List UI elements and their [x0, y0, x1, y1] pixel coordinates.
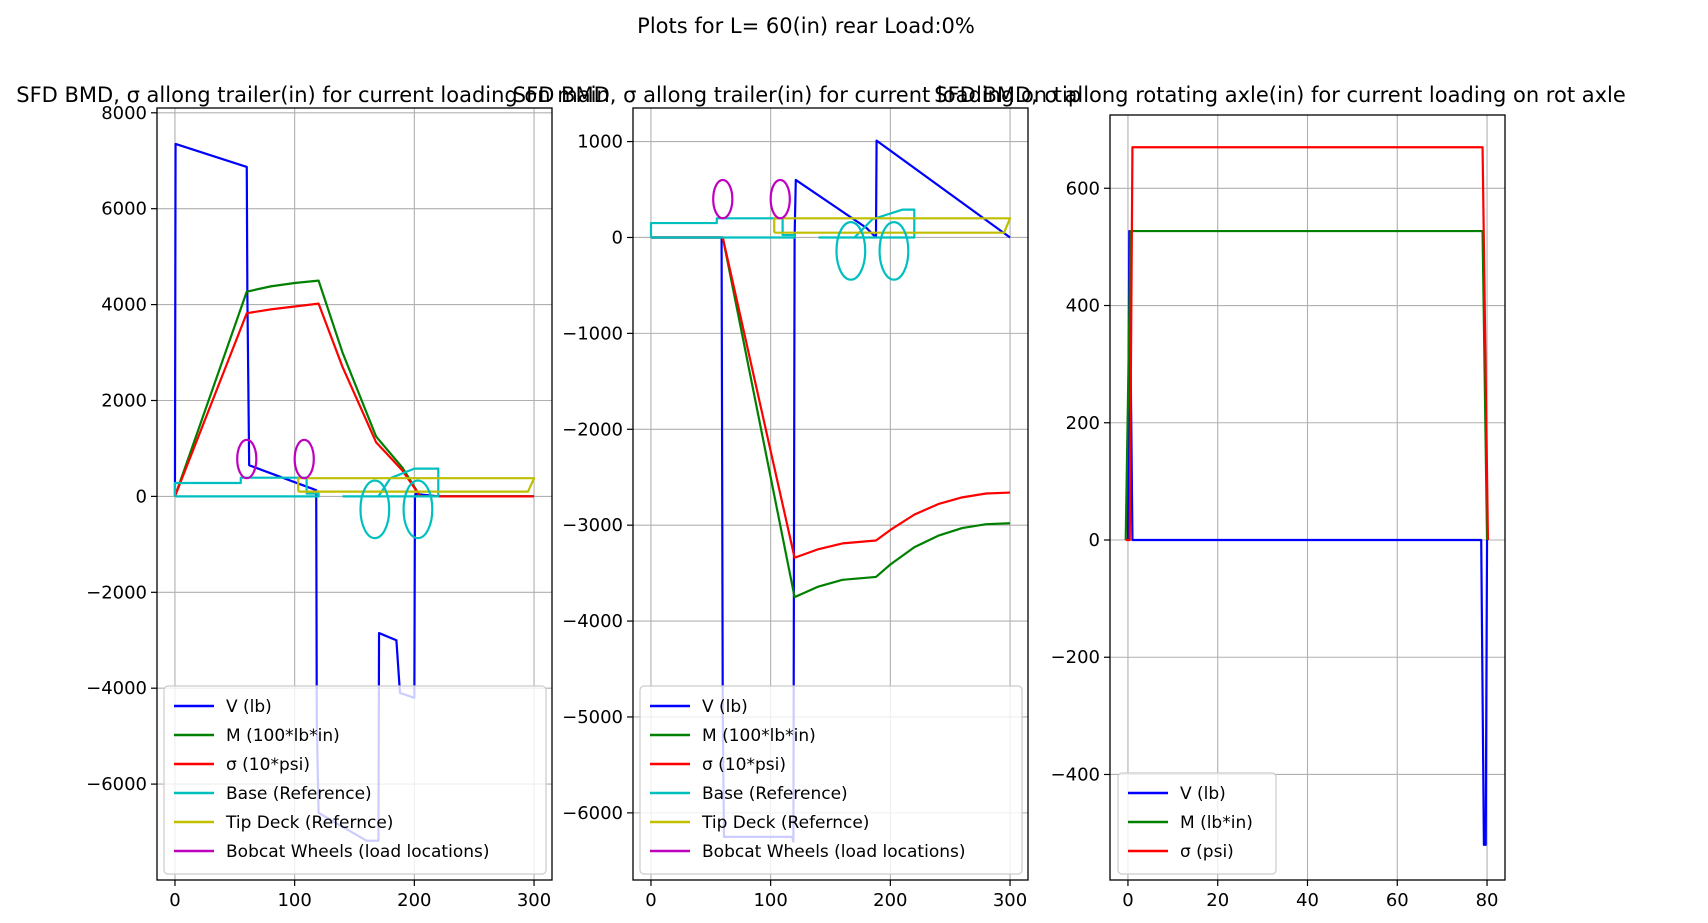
y-tick-label: 600	[1066, 178, 1100, 199]
x-tick-label: 100	[753, 890, 787, 911]
series-line-5	[297, 477, 536, 493]
wheel-ellipse	[769, 178, 791, 220]
axes-frame	[632, 107, 1029, 881]
y-tick-label: −2000	[86, 582, 147, 603]
wheel-ellipse	[293, 438, 315, 480]
plots-layer: 0 100 200 300−6000−4000−2000020004000600080…	[16, 83, 1626, 911]
x-tick-label: 0	[645, 890, 656, 911]
x-tick-label: 100	[277, 890, 311, 911]
legend-label: V (lb)	[702, 697, 748, 717]
series-line-1	[1126, 229, 1489, 846]
y-tick-label: 400	[1066, 296, 1100, 317]
wheel-ellipse	[835, 221, 867, 281]
x-tick-label: 0	[1122, 890, 1133, 911]
legend-label: σ (10*psi)	[226, 755, 310, 775]
y-tick-label: 200	[1066, 413, 1100, 434]
axes-frame	[156, 107, 553, 881]
x-tick-label: 200	[873, 890, 907, 911]
legend-box	[639, 685, 1023, 875]
subplot-title: SFD BMD, σ allong rotating axle(in) for …	[934, 83, 1626, 107]
series-line-2	[1124, 229, 1489, 541]
subplot-2: 0 100 200 300 −6000 −5000 −4000 −3000 −2000 −1000…	[513, 83, 1081, 911]
x-tick-label: 60	[1386, 890, 1409, 911]
series-line-5	[773, 217, 1012, 234]
legend-label: σ (10*psi)	[702, 755, 786, 775]
y-tick-label: −200	[1051, 647, 1100, 668]
wheel-ellipse	[236, 438, 258, 480]
series-line-2	[650, 236, 1011, 599]
legend-box	[163, 685, 547, 875]
y-tick-label: 1000	[577, 132, 623, 153]
y-tick-label: −4000	[86, 678, 147, 699]
y-tick-label: 4000	[101, 295, 147, 316]
wheel-ellipse	[878, 221, 910, 281]
series-line-3	[1125, 146, 1490, 542]
wheel-ellipse	[402, 479, 434, 540]
series-line-2	[173, 279, 535, 498]
legend-label: Bobcat Wheels (load locations)	[226, 842, 489, 862]
subplot-3: 0 20 40 60 80 −400 −200 0 200 400 600 SFD BMD, σ al…	[934, 83, 1626, 911]
legend-label: M (100*lb*in)	[226, 726, 340, 746]
wheel-ellipse	[359, 479, 391, 540]
x-tick-label: 20	[1206, 890, 1229, 911]
legend-label: Base (Reference)	[226, 784, 372, 804]
legend: V (lb) M (lb*in) σ (psi)	[1117, 772, 1277, 875]
legend-label: Tip Deck (Refernce)	[701, 813, 869, 833]
figure-suptitle: Plots for L= 60(in) rear Load:0%	[637, 14, 975, 38]
y-tick-label: 8000	[101, 103, 147, 124]
series-line-1	[650, 139, 1011, 843]
legend-label: V (lb)	[226, 697, 272, 717]
y-tick-label: 0	[612, 227, 623, 248]
y-tick-label: −5000	[562, 707, 623, 728]
x-tick-label: 40	[1296, 890, 1319, 911]
subplot-title: SFD BMD, σ allong trailer(in) for curren…	[16, 83, 609, 107]
legend: V (lb) M (100*lb*in) σ (10*psi) Base (Refer…	[639, 685, 1023, 875]
y-tick-label: −6000	[562, 803, 623, 824]
legend-label: M (100*lb*in)	[702, 726, 816, 746]
legend: V (lb) M (100*lb*in) σ (10*psi) Base (Refer…	[163, 685, 547, 875]
legend-label: V (lb)	[1180, 784, 1226, 804]
subplot-title: SFD BMD, σ allong trailer(in) for curren…	[513, 83, 1081, 107]
series-layer	[649, 139, 1012, 843]
x-tick-label: 300	[993, 890, 1027, 911]
y-tick-label: −4000	[562, 611, 623, 632]
legend-label: Tip Deck (Refernce)	[225, 813, 393, 833]
series-line-3	[650, 236, 1011, 559]
y-tick-label: 6000	[101, 199, 147, 220]
legend-label: Base (Reference)	[702, 784, 848, 804]
y-tick-label: 2000	[101, 390, 147, 411]
legend-box	[1117, 772, 1277, 875]
y-tick-label: 0	[1089, 530, 1100, 551]
y-tick-label: −2000	[562, 419, 623, 440]
wheel-ellipse	[712, 178, 734, 220]
legend-label: Bobcat Wheels (load locations)	[702, 842, 965, 862]
y-tick-label: −400	[1051, 764, 1100, 785]
x-tick-label: 80	[1476, 890, 1499, 911]
legend-label: σ (psi)	[1180, 842, 1234, 862]
x-tick-label: 300	[517, 890, 551, 911]
y-tick-label: −6000	[86, 774, 147, 795]
x-tick-label: 200	[397, 890, 431, 911]
y-tick-label: −1000	[562, 323, 623, 344]
series-layer	[1124, 146, 1490, 846]
legend-label: M (lb*in)	[1180, 813, 1253, 833]
y-tick-label: −3000	[562, 515, 623, 536]
x-tick-label: 0	[169, 890, 180, 911]
y-tick-label: 0	[136, 486, 147, 507]
subplot-1: 0 100 200 300 −6000 −4000 −2000 0 2000 4000 6000 80…	[16, 83, 609, 911]
